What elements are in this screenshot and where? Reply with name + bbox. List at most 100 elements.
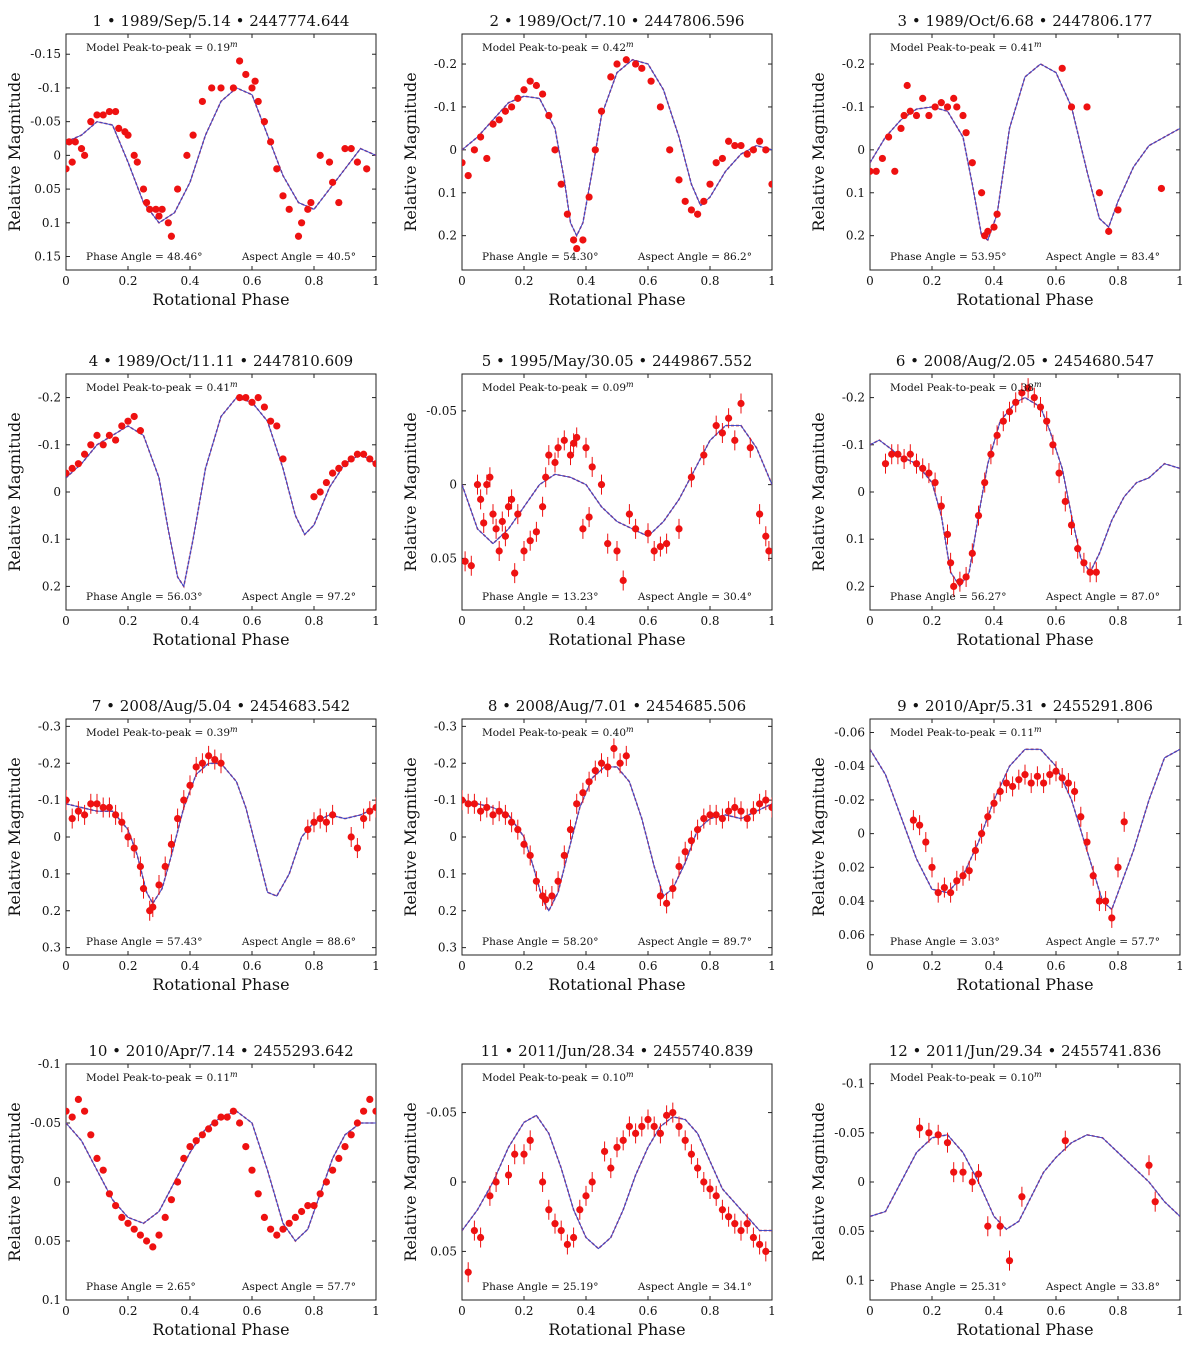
y-tick-label: -0.2 — [842, 391, 865, 405]
data-point — [1027, 779, 1035, 787]
data-point — [570, 439, 578, 447]
phase-angle-label: Phase Angle = 48.46° — [86, 251, 202, 263]
data-point — [681, 848, 689, 856]
data-point — [307, 198, 315, 207]
data-point — [470, 146, 478, 154]
x-axis-label: Rotational Phase — [152, 975, 289, 994]
data-point — [566, 826, 575, 834]
data-point — [520, 1150, 528, 1158]
model-curve — [66, 762, 376, 905]
data-point — [81, 450, 89, 458]
data-point — [495, 116, 503, 124]
x-tick-label: 0.6 — [1046, 274, 1065, 288]
data-point — [1058, 64, 1066, 72]
data-point — [223, 1113, 231, 1121]
x-tick-label: 1 — [372, 614, 380, 628]
x-tick-label: 0.4 — [984, 274, 1003, 288]
data-point — [984, 1222, 992, 1230]
data-point — [579, 789, 587, 797]
data-point — [124, 1219, 132, 1227]
y-tick-label: 0 — [53, 830, 61, 844]
data-point — [217, 759, 225, 767]
data-point — [217, 1113, 225, 1121]
y-tick-label: 0 — [53, 485, 61, 499]
data-point — [146, 205, 154, 213]
data-point — [953, 103, 961, 111]
data-point — [329, 1166, 337, 1174]
data-point — [897, 124, 905, 132]
data-point — [322, 818, 330, 826]
y-tick-label: 0.1 — [846, 1273, 865, 1287]
plot-area — [66, 57, 376, 240]
data-point — [601, 1147, 609, 1156]
data-point — [872, 167, 880, 175]
data-point — [1005, 1257, 1014, 1265]
y-tick-label: 0.1 — [42, 216, 61, 230]
data-point — [483, 803, 491, 812]
data-point — [1114, 206, 1122, 214]
y-tick-label: -0.1 — [434, 100, 457, 114]
data-point — [341, 145, 349, 153]
data-point — [554, 444, 562, 452]
data-point — [1092, 568, 1100, 576]
data-point — [566, 451, 575, 459]
data-point — [706, 811, 714, 819]
x-axis-label: Rotational Phase — [152, 1320, 289, 1339]
data-point — [174, 1178, 182, 1186]
data-point — [934, 889, 942, 897]
data-point — [208, 84, 216, 92]
data-point — [978, 189, 986, 197]
x-tick-label: 0 — [62, 274, 70, 288]
y-tick-label: -0.2 — [434, 756, 457, 770]
data-point — [978, 830, 986, 838]
x-tick-label: 0.2 — [514, 959, 533, 973]
data-point — [560, 851, 568, 860]
model-curve-shadow — [66, 396, 376, 589]
x-tick-label: 0.4 — [576, 614, 595, 628]
y-tick-label: 0.2 — [846, 579, 865, 593]
data-point — [66, 138, 73, 146]
panel-2: 2 • 1989/Oct/7.10 • 2447806.596 0 0.2 0.4 0.… — [401, 12, 776, 309]
data-point — [916, 1124, 924, 1132]
data-point — [526, 851, 534, 860]
data-point — [974, 1170, 983, 1178]
axes-frame — [869, 1063, 1181, 1301]
peak-to-peak-label: Model Peak-to-peak = 0.38m — [890, 380, 1042, 395]
data-point — [366, 1095, 374, 1103]
data-point — [366, 807, 374, 815]
data-point — [700, 814, 708, 823]
data-point — [712, 811, 720, 819]
data-point — [1080, 559, 1088, 567]
data-point — [508, 103, 516, 111]
data-point — [919, 464, 927, 472]
data-point — [462, 796, 466, 804]
data-point — [551, 1220, 559, 1228]
phase-angle-label: Phase Angle = 56.03° — [86, 591, 202, 603]
panel-title: 6 • 2008/Aug/2.05 • 2454680.547 — [896, 352, 1154, 370]
data-point — [891, 167, 899, 175]
data-point — [1009, 782, 1017, 791]
y-tick-label: -0.2 — [38, 756, 61, 770]
data-point — [937, 502, 945, 510]
data-point — [105, 1190, 113, 1198]
data-point — [632, 1129, 640, 1138]
data-point — [291, 1213, 299, 1221]
x-tick-label: 0.2 — [118, 959, 137, 973]
data-point — [712, 422, 720, 430]
data-point — [99, 441, 107, 449]
data-point — [663, 1111, 671, 1119]
panel-12: 12 • 2011/Jun/29.34 • 2455741.836 0 0.2 0.4… — [809, 1042, 1184, 1339]
data-point — [304, 205, 312, 213]
data-point — [971, 846, 980, 855]
y-tick-label: 0.04 — [838, 894, 865, 908]
data-point — [492, 1178, 500, 1186]
x-tick-label: 0 — [866, 274, 874, 288]
data-point — [136, 862, 144, 871]
x-tick-label: 0.4 — [984, 959, 1003, 973]
y-tick-label: 0.02 — [838, 860, 865, 874]
data-point — [965, 867, 973, 875]
data-point — [483, 481, 491, 489]
data-point — [236, 394, 244, 402]
y-axis-label: Relative Magnitude — [401, 412, 420, 571]
data-point — [372, 1107, 376, 1115]
